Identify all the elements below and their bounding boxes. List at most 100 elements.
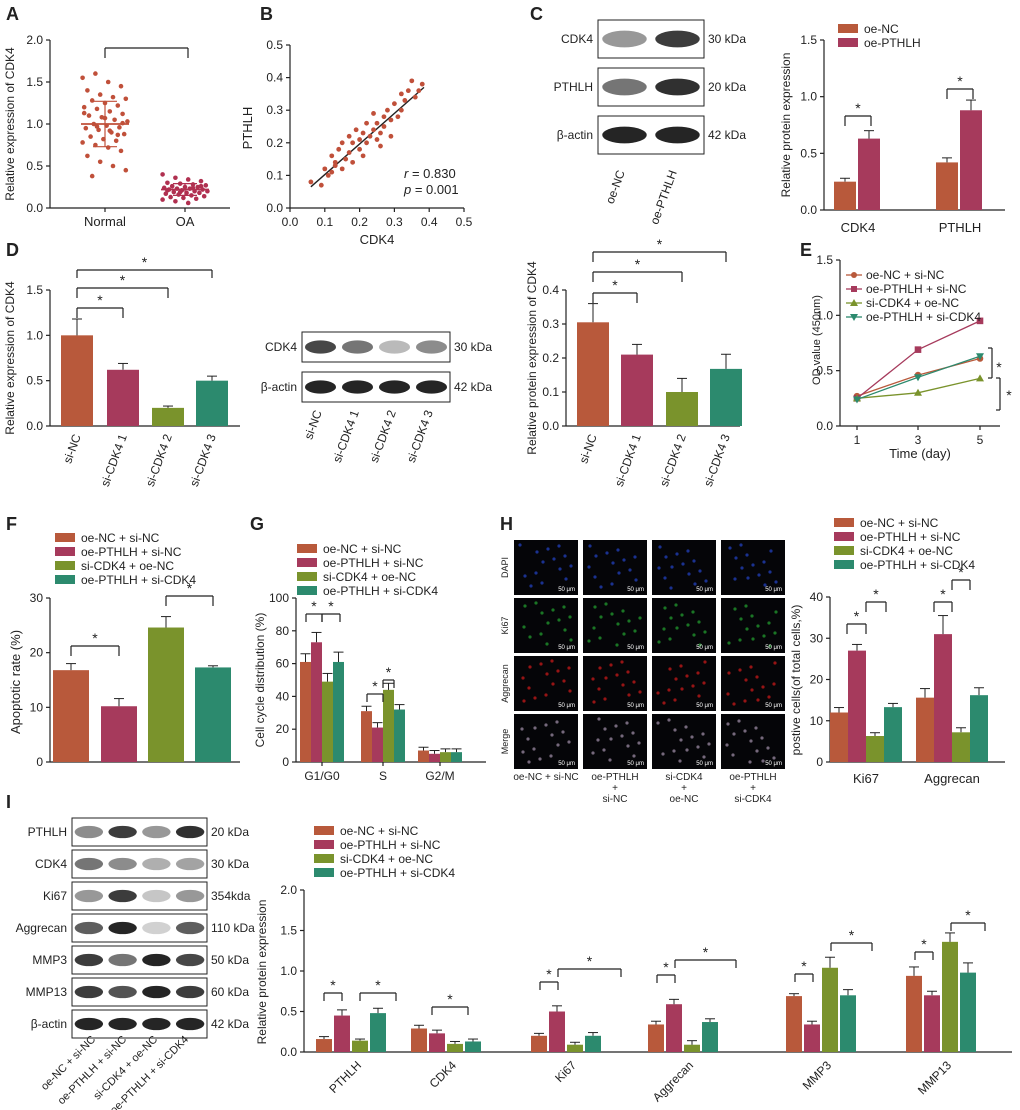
B-p-annotation: p = 0.001 bbox=[403, 182, 459, 197]
H-cell bbox=[544, 723, 547, 726]
panel-label-B: B bbox=[260, 4, 273, 24]
I-band bbox=[176, 890, 204, 902]
H-col-label: si-CDK4 bbox=[665, 772, 703, 783]
H-cell bbox=[746, 576, 749, 579]
B-point bbox=[347, 134, 352, 139]
H-cell bbox=[550, 733, 553, 736]
A-point bbox=[165, 181, 170, 186]
H-y-tick-label: 30 bbox=[810, 631, 824, 645]
H-cell bbox=[603, 727, 606, 730]
F-legend-label: si-CDK4 + oe-NC bbox=[81, 559, 174, 573]
C-legend-label: oe-NC bbox=[864, 22, 899, 36]
B-point bbox=[340, 140, 345, 145]
I-bar bbox=[447, 1044, 463, 1052]
H-scale-label: 50 μm bbox=[627, 645, 644, 651]
I-bar bbox=[804, 1024, 820, 1052]
I-band bbox=[142, 922, 170, 934]
H-cell bbox=[569, 564, 572, 567]
H-cell bbox=[686, 549, 689, 552]
I-row-label: PTHLH bbox=[28, 825, 67, 839]
H-cell bbox=[546, 547, 549, 550]
D1-bar bbox=[107, 370, 139, 426]
B-point bbox=[385, 108, 390, 113]
G-sig-star: * bbox=[311, 598, 317, 614]
F-y-tick-label: 30 bbox=[30, 591, 44, 605]
B-point bbox=[319, 183, 324, 188]
I-bar bbox=[924, 995, 940, 1052]
H-cell bbox=[597, 687, 600, 690]
H-cell bbox=[605, 551, 608, 554]
A-y-tick-label: 0.0 bbox=[26, 201, 43, 215]
panel-label-H: H bbox=[500, 514, 513, 534]
H-cell bbox=[533, 696, 536, 699]
I-bar bbox=[906, 976, 922, 1052]
C-kda-label: 42 kDa bbox=[708, 128, 746, 142]
H-col-label: si-CDK4 bbox=[734, 794, 772, 805]
D1-y-tick-label: 0.0 bbox=[26, 419, 43, 433]
H-cell bbox=[522, 625, 525, 628]
H-cell bbox=[587, 565, 590, 568]
B-point bbox=[402, 98, 407, 103]
G-bar bbox=[394, 710, 405, 762]
H-cell bbox=[739, 617, 742, 620]
H-cell bbox=[625, 721, 628, 724]
H-cell bbox=[562, 679, 565, 682]
G-bar bbox=[300, 662, 311, 762]
B-ylabel: PTHLH bbox=[240, 107, 255, 150]
B-point bbox=[333, 160, 338, 165]
H-cell bbox=[745, 627, 748, 630]
A-point bbox=[168, 195, 173, 200]
H-cell bbox=[567, 666, 570, 669]
H-cell bbox=[675, 626, 678, 629]
I-band bbox=[176, 858, 204, 870]
H-cell bbox=[628, 568, 631, 571]
D-band bbox=[305, 380, 336, 393]
H-cell bbox=[749, 665, 752, 668]
H-cell bbox=[669, 616, 672, 619]
H-cell bbox=[534, 601, 537, 604]
H-cell bbox=[597, 717, 600, 720]
C-band bbox=[602, 31, 647, 48]
H-cell bbox=[556, 743, 559, 746]
A-point bbox=[106, 80, 111, 85]
H-cell bbox=[604, 602, 607, 605]
H-cell bbox=[667, 718, 670, 721]
I-kda-label: 20 kDa bbox=[211, 825, 249, 839]
H-cell bbox=[626, 744, 629, 747]
H-cell bbox=[528, 635, 531, 638]
H-cell bbox=[690, 735, 693, 738]
H-cell bbox=[549, 754, 552, 757]
I-sig-star: * bbox=[375, 977, 381, 993]
H-cell bbox=[534, 571, 537, 574]
I-band bbox=[176, 922, 204, 934]
I-bar bbox=[585, 1036, 601, 1052]
I-kda-label: 110 kDa bbox=[211, 921, 255, 935]
H-cell bbox=[638, 616, 641, 619]
H-cell bbox=[527, 760, 530, 763]
I-y-tick-label: 2.0 bbox=[280, 883, 297, 897]
D1-x-tick-label: si-CDK4 3 bbox=[187, 432, 219, 488]
C-x-tick-label: CDK4 bbox=[841, 220, 876, 235]
D2-y-tick-label: 0.0 bbox=[542, 419, 559, 433]
H-cell bbox=[774, 580, 777, 583]
H-cell bbox=[587, 639, 590, 642]
H-cell bbox=[656, 721, 659, 724]
I-legend-label: oe-NC + si-NC bbox=[340, 824, 419, 838]
H-cell bbox=[602, 748, 605, 751]
H-cell bbox=[697, 620, 700, 623]
I-legend-swatch bbox=[314, 840, 334, 849]
H-cell bbox=[733, 607, 736, 610]
H-cell bbox=[691, 684, 694, 687]
H-cell bbox=[656, 691, 659, 694]
G-x-tick-label: S bbox=[379, 769, 387, 783]
H-cell bbox=[521, 750, 524, 753]
I-x-tick-label: Ki67 bbox=[552, 1058, 579, 1085]
A-point bbox=[186, 177, 191, 182]
H-cell bbox=[539, 632, 542, 635]
H-scale-label: 50 μm bbox=[765, 703, 782, 709]
H-cell bbox=[762, 634, 765, 637]
H-cell bbox=[622, 632, 625, 635]
H-legend-label: si-CDK4 + oe-NC bbox=[860, 544, 953, 558]
B-point bbox=[371, 127, 376, 132]
D-band bbox=[305, 340, 336, 353]
